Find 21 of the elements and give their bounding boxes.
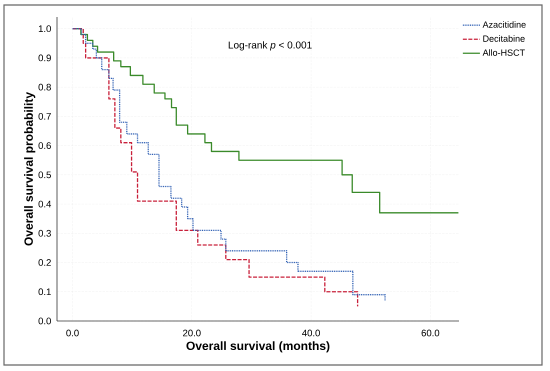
legend-label: Azacitidine: [482, 21, 526, 28]
x-tick-label: 40.0: [302, 330, 320, 336]
x-tick-label: 0.0: [66, 330, 79, 336]
x-tick-label: 20.0: [183, 330, 201, 336]
x-axis-title: Overall survival (months): [186, 341, 330, 352]
y-axis-title: Overall survival probability: [24, 92, 36, 246]
y-tick-label: 0.0: [38, 318, 51, 324]
y-tick-label: 0.5: [38, 171, 51, 178]
legend-label: Decitabine: [483, 35, 525, 42]
y-tick-label: 0.2: [38, 259, 51, 266]
y-tick-label: 0.7: [38, 113, 51, 120]
legend-label: Allo-HSCT: [482, 49, 525, 56]
y-tick-label: 0.9: [38, 54, 51, 62]
annotation: Log-rank p < 0.001: [228, 41, 312, 51]
x-tick-label: 60.0: [422, 330, 440, 336]
y-tick-label: 0.3: [38, 230, 51, 237]
y-tick-label: 0.4: [38, 200, 52, 208]
y-tick-label: 1.0: [38, 25, 51, 32]
y-tick-label: 0.6: [38, 142, 51, 149]
y-tick-label: 0.8: [38, 84, 51, 91]
y-tick-label: 0.1: [38, 288, 51, 296]
